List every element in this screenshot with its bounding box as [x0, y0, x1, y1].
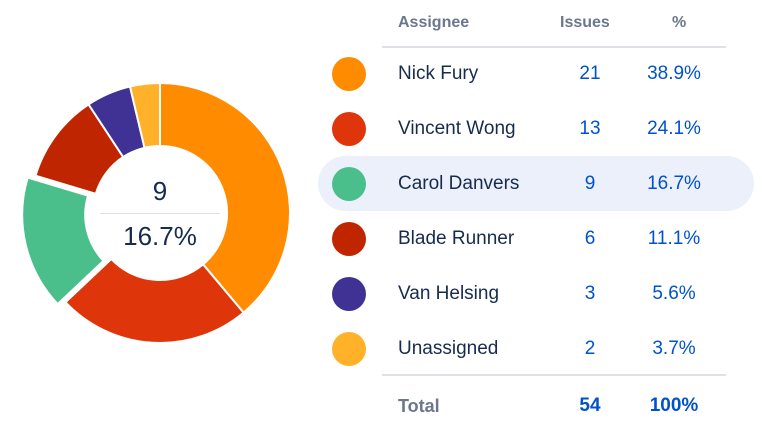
- row-name: Nick Fury: [398, 63, 479, 84]
- table-row-blade-runner[interactable]: Blade Runner 6 11.1%: [318, 211, 754, 266]
- donut-slice-nick-fury[interactable]: [159, 81, 291, 314]
- row-percent: 3.7%: [652, 338, 696, 359]
- legend-swatch: [332, 57, 366, 91]
- center-divider: [100, 212, 220, 214]
- table-header: Assignee Issues %: [382, 0, 726, 48]
- row-issues[interactable]: 9: [584, 173, 596, 194]
- row-percent: 24.1%: [647, 118, 701, 139]
- row-issues[interactable]: 2: [584, 338, 596, 359]
- legend-swatch: [332, 167, 366, 201]
- center-count: 9: [152, 175, 168, 206]
- table-row-carol-danvers[interactable]: Carol Danvers 9 16.7%: [318, 156, 754, 211]
- legend-swatch: [332, 277, 366, 311]
- row-name: Carol Danvers: [398, 173, 520, 194]
- donut-slice-vincent-wong[interactable]: [64, 257, 245, 344]
- legend-swatch: [332, 112, 366, 146]
- row-name: Blade Runner: [398, 228, 515, 249]
- legend-swatch: [332, 222, 366, 256]
- total-label: Total: [398, 396, 440, 416]
- table-row-nick-fury[interactable]: Nick Fury 21 38.9%: [318, 46, 754, 101]
- row-issues[interactable]: 3: [584, 283, 596, 304]
- total-issues: 54: [579, 395, 601, 416]
- table-row-vincent-wong[interactable]: Vincent Wong 13 24.1%: [318, 101, 754, 156]
- legend-swatch: [332, 332, 366, 366]
- row-name: Unassigned: [398, 338, 499, 359]
- row-name: Vincent Wong: [398, 118, 516, 139]
- row-issues[interactable]: 21: [579, 63, 601, 84]
- total-percent: 100%: [649, 395, 699, 416]
- donut-chart: 9 16.7%: [0, 0, 320, 429]
- donut-svg: [21, 81, 291, 344]
- row-percent: 38.9%: [647, 63, 701, 84]
- row-percent: 16.7%: [647, 173, 701, 194]
- row-issues[interactable]: 13: [579, 118, 601, 139]
- row-name: Van Helsing: [398, 283, 500, 304]
- header-issues: Issues: [560, 14, 610, 31]
- header-assignee: Assignee: [398, 14, 470, 31]
- row-percent: 11.1%: [647, 228, 701, 249]
- row-issues[interactable]: 6: [584, 228, 596, 249]
- table-total-row: Total 54 100%: [382, 374, 726, 431]
- donut-slice-unassigned[interactable]: [128, 81, 161, 150]
- table-row-van-helsing[interactable]: Van Helsing 3 5.6%: [318, 266, 754, 321]
- donut-center-label: 9 16.7%: [95, 148, 225, 278]
- donut-slice-carol-danvers[interactable]: [21, 176, 105, 306]
- row-percent: 5.6%: [652, 283, 696, 304]
- header-percent: %: [672, 14, 687, 31]
- center-percent: 16.7%: [123, 220, 197, 251]
- table-row-unassigned[interactable]: Unassigned 2 3.7%: [318, 321, 754, 376]
